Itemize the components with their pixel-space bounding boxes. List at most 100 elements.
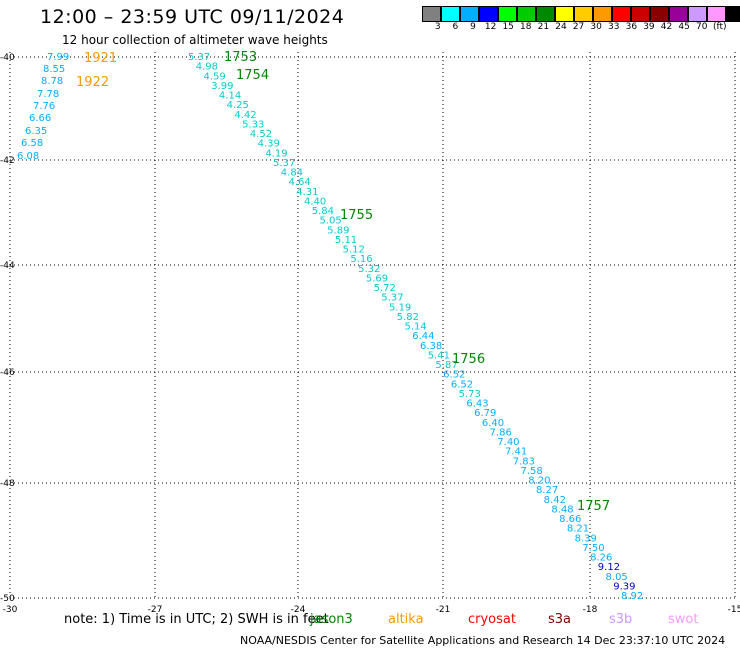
color-scale-label: 15 xyxy=(502,22,514,32)
wave-height-label: 6.44 xyxy=(412,331,434,342)
wave-height-label: 6.52 xyxy=(451,379,473,390)
wave-height-label: 7.78 xyxy=(37,89,59,100)
footer-credit: NOAA/NESDIS Center for Satellite Applica… xyxy=(240,634,726,647)
legend-item: cryosat xyxy=(468,612,516,627)
wave-height-label: 5.32 xyxy=(358,264,380,275)
wave-height-label: 6.08 xyxy=(17,151,39,162)
wave-height-label: 5.11 xyxy=(335,235,357,246)
pass-time-label: 1921 xyxy=(84,51,117,66)
color-scale-label: 39 xyxy=(643,22,655,32)
wave-height-label: 4.19 xyxy=(265,148,287,159)
wave-height-label: 8.26 xyxy=(590,553,612,564)
pass-time-label: 1754 xyxy=(236,68,269,83)
color-scale-label: 6 xyxy=(452,22,459,32)
wave-height-label: 3.99 xyxy=(211,81,233,92)
color-scale-label: 42 xyxy=(660,22,673,32)
color-scale-label: 70 xyxy=(695,22,708,32)
color-swatch xyxy=(555,6,574,22)
wave-height-label: 6.38 xyxy=(420,341,442,352)
wave-height-label: 5.72 xyxy=(374,283,396,294)
wave-height-label: 6.79 xyxy=(474,408,496,419)
wave-height-label: 6.43 xyxy=(466,399,488,410)
wave-height-label: 8.92 xyxy=(621,591,643,602)
color-scale-label: 33 xyxy=(608,22,620,32)
pass-time-label: 1756 xyxy=(452,352,485,367)
color-swatch xyxy=(422,6,441,22)
time-labels: 1921 1922 1753 1754 1755 1756 1757 xyxy=(76,50,610,514)
wave-height-label: 9.12 xyxy=(598,562,620,573)
lat-tick-label: -44 xyxy=(0,261,15,271)
wave-height-label: 5.73 xyxy=(459,389,481,400)
color-swatch xyxy=(650,6,669,22)
wave-height-label: 5.37 xyxy=(273,158,295,169)
wave-height-label: 5.12 xyxy=(343,245,365,256)
lat-tick-label: -40 xyxy=(0,53,15,63)
wave-height-label: 7.86 xyxy=(490,427,512,438)
wave-height-label: 8.20 xyxy=(528,476,550,487)
wave-height-label: 6.40 xyxy=(482,418,504,429)
wave-height-label: 5.69 xyxy=(366,273,388,284)
color-swatch xyxy=(460,6,479,22)
wave-height-label: 7.83 xyxy=(513,456,535,467)
wave-height-label: 4.39 xyxy=(258,139,280,150)
color-scale-label: 21 xyxy=(537,22,550,32)
wave-height-label: 8.39 xyxy=(575,533,597,544)
wave-height-label: 7.40 xyxy=(497,437,519,448)
wave-height-label: 5.41 xyxy=(428,350,450,361)
pass-time-label: 1753 xyxy=(224,50,257,65)
wave-height-label: 4.84 xyxy=(281,168,303,179)
color-swatch xyxy=(688,6,707,22)
wave-height-label: 6.66 xyxy=(29,113,51,124)
wave-height-label: 7.99 xyxy=(47,52,69,63)
wave-height-label: 7.41 xyxy=(505,447,527,458)
wave-height-label: 8.78 xyxy=(41,76,63,87)
color-swatch xyxy=(726,6,740,22)
color-scale-label: 9 xyxy=(470,22,476,32)
wave-height-label: 5.16 xyxy=(350,254,372,265)
color-scale-label: 45 xyxy=(678,22,690,32)
wave-height-label: 5.37 xyxy=(381,293,403,304)
color-scale-label: 36 xyxy=(625,22,638,32)
wave-height-label: 6.52 xyxy=(443,370,465,381)
lon-tick-label: -24 xyxy=(291,605,306,615)
color-swatch xyxy=(631,6,650,22)
color-swatch xyxy=(536,6,555,22)
color-scale-unit: (ft) xyxy=(713,22,727,32)
legend-item: swot xyxy=(668,612,699,627)
wave-height-label: 4.25 xyxy=(227,100,249,111)
color-scale-label: 18 xyxy=(520,22,532,32)
wave-height-label: 7.76 xyxy=(33,101,55,112)
wave-height-label: 8.27 xyxy=(536,485,558,496)
map-subtitle: 12 hour collection of altimeter wave hei… xyxy=(62,33,328,47)
color-scale-label: 24 xyxy=(555,22,567,32)
grid-lines xyxy=(9,52,736,600)
wave-height-label: 4.59 xyxy=(203,71,225,82)
wave-height-label: 4.42 xyxy=(234,110,256,121)
color-swatch xyxy=(593,6,612,22)
lon-tick-label: -18 xyxy=(583,605,598,615)
wave-height-label: 4.64 xyxy=(289,177,311,188)
pass-time-label: 1757 xyxy=(577,499,610,514)
wave-height-label: 8.55 xyxy=(43,64,65,75)
color-scale-label: 30 xyxy=(590,22,602,32)
lat-tick-label: -46 xyxy=(0,368,15,378)
color-swatch xyxy=(612,6,631,22)
wave-height-label: 5.14 xyxy=(405,322,427,333)
wave-height-label: 4.40 xyxy=(304,196,326,207)
wave-height-label: 5.37 xyxy=(188,52,210,63)
map-title: 12:00 – 23:59 UTC 09/11/2024 xyxy=(40,6,345,28)
color-scale-labels: 3 6 9 12 15 18 21 24 27 30 33 36 39 42 45 70 xyxy=(420,22,711,32)
color-scale-label: 12 xyxy=(484,22,497,32)
color-scale-label: 27 xyxy=(572,22,585,32)
color-scale xyxy=(422,6,740,22)
wave-height-label: 5.84 xyxy=(312,206,334,217)
wave-height-label: 5.89 xyxy=(327,225,349,236)
legend-item: s3b xyxy=(609,612,633,627)
color-swatch xyxy=(441,6,460,22)
wave-height-label: 5.05 xyxy=(319,216,341,227)
color-swatch xyxy=(707,6,726,22)
wave-height-label: 7.58 xyxy=(520,466,542,477)
wave-height-label: 5.19 xyxy=(389,302,411,313)
wave-height-label: 7.50 xyxy=(582,543,604,554)
note-text: note: 1) Time is in UTC; 2) SWH is in fe… xyxy=(64,612,329,627)
